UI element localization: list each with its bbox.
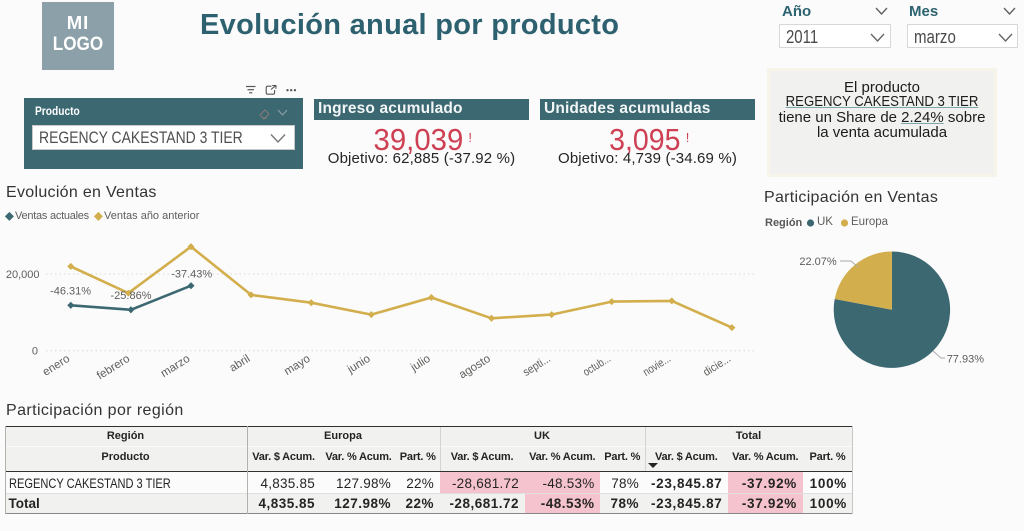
svg-text:20,000: 20,000 [6, 269, 40, 281]
svg-text:septi...: septi... [521, 353, 553, 379]
svg-text:-46.31%: -46.31% [50, 286, 91, 298]
svg-text:22.07%: 22.07% [799, 256, 837, 268]
svg-text:novie...: novie... [641, 353, 673, 379]
svg-text:marzo: marzo [159, 353, 192, 380]
svg-text:enero: enero [41, 353, 72, 379]
svg-text:mayo: mayo [282, 353, 312, 378]
svg-text:-25.86%: -25.86% [111, 290, 152, 302]
svg-text:dicie...: dicie... [701, 353, 733, 379]
svg-text:julio: julio [408, 353, 433, 375]
svg-text:junio: junio [345, 353, 373, 377]
svg-text:77.93%: 77.93% [947, 354, 985, 366]
svg-text:agosto: agosto [457, 353, 493, 381]
svg-text:0: 0 [32, 346, 38, 358]
svg-text:octub...: octub... [581, 353, 613, 379]
svg-text:abril: abril [228, 353, 253, 375]
svg-text:-37.43%: -37.43% [171, 268, 212, 280]
svg-text:febrero: febrero [95, 353, 132, 382]
